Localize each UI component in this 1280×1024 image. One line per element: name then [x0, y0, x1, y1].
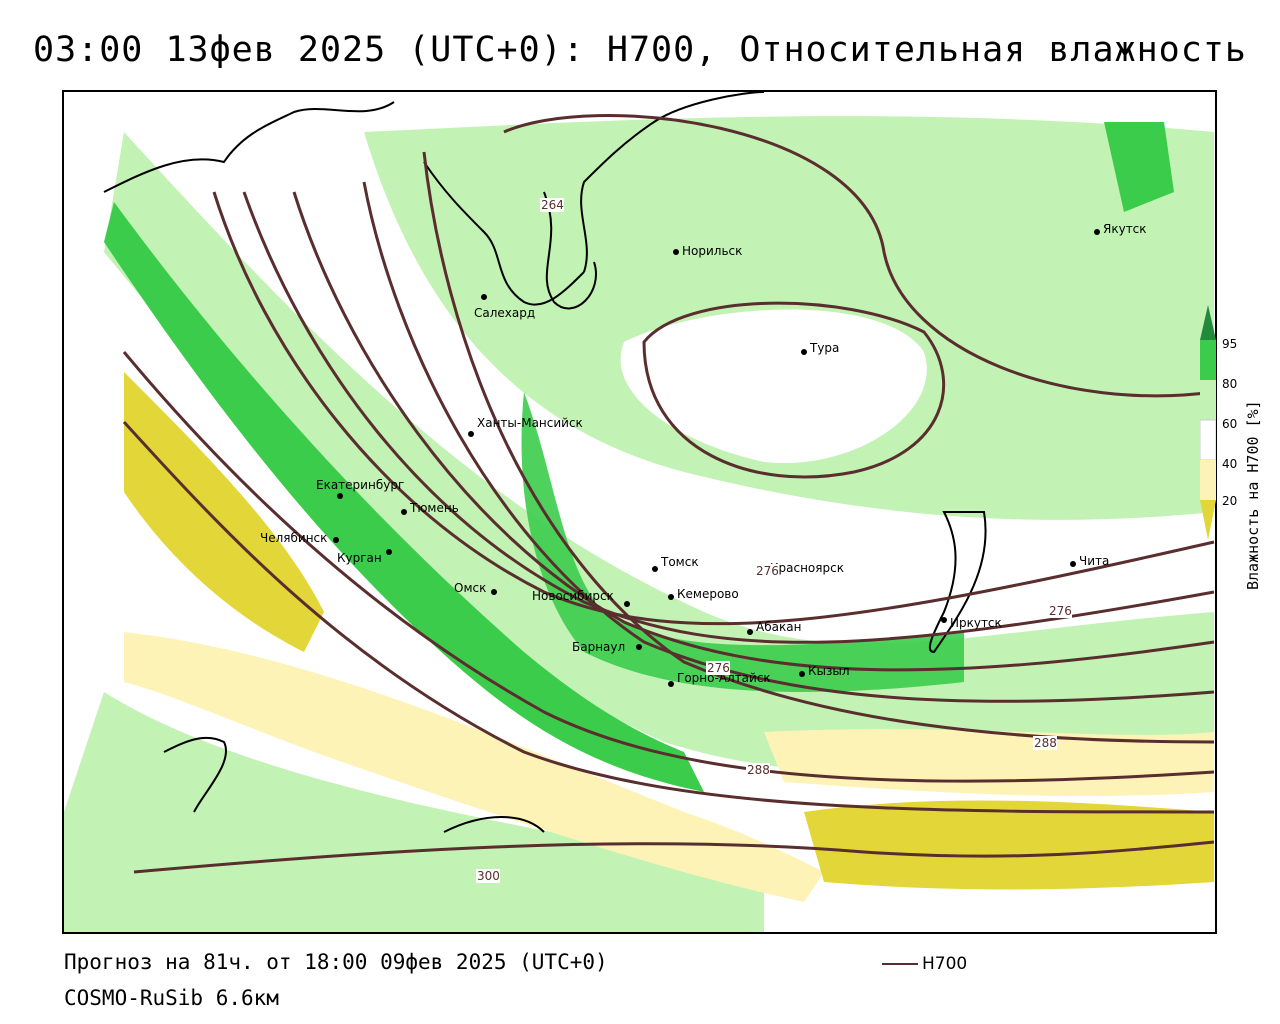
contour-key: H700: [882, 954, 967, 974]
svg-text:Норильск: Норильск: [682, 244, 742, 258]
map-title: 03:00 13фев 2025 (UTC+0): H700, Относите…: [33, 30, 1247, 70]
svg-text:288: 288: [1034, 736, 1057, 750]
city-kemerovo: Кемерово: [668, 587, 739, 601]
city-yekaterinburg: Екатеринбург: [316, 478, 404, 499]
city-salekhard: Салехард: [474, 294, 535, 320]
svg-text:Салехард: Салехард: [474, 306, 535, 320]
forecast-info: Прогноз на 81ч. от 18:00 09фев 2025 (UTC…: [64, 950, 608, 974]
svg-text:Якутск: Якутск: [1103, 222, 1147, 236]
city-khanty-mansiysk: Ханты-Мансийск: [468, 416, 583, 437]
svg-text:264: 264: [541, 198, 564, 212]
city-abakan: Абакан: [747, 620, 801, 635]
svg-text:276: 276: [1049, 604, 1072, 618]
svg-text:Тура: Тура: [809, 341, 839, 355]
legend-tick-40: 40: [1222, 457, 1238, 471]
city-novosibirsk: Новосибирск: [532, 589, 630, 607]
svg-text:Чита: Чита: [1079, 554, 1109, 568]
city-yakutsk: Якутск: [1094, 222, 1147, 236]
city-kurgan: Курган: [337, 549, 392, 565]
map-panel: Якутск Норильск Салехард Тура Ханты-Манс…: [62, 90, 1217, 934]
svg-text:Тюмень: Тюмень: [409, 501, 459, 515]
svg-text:276: 276: [707, 661, 730, 675]
svg-text:Томск: Томск: [660, 555, 699, 569]
city-chelyabinsk: Челябинск: [260, 531, 339, 545]
city-gorno-altaysk: Горно-Алтайск: [668, 671, 771, 687]
h700-contours: [122, 114, 1215, 874]
city-barnaul: Барнаул: [572, 640, 642, 654]
legend-tick-60: 60: [1222, 417, 1238, 431]
city-tyumen: Тюмень: [401, 501, 459, 515]
svg-text:Омск: Омск: [454, 581, 486, 595]
coastlines: [103, 92, 987, 833]
map-canvas: Якутск Норильск Салехард Тура Ханты-Манс…: [64, 92, 1215, 932]
model-name: COSMO-RuSib 6.6км: [64, 986, 279, 1010]
contour-labels: 264 276 276 276 288 288 300: [476, 198, 1072, 883]
humidity-color-scale: [1199, 305, 1217, 545]
svg-text:276: 276: [756, 564, 779, 578]
city-kyzyl: Кызыл: [799, 664, 850, 678]
svg-text:Барнаул: Барнаул: [572, 640, 625, 654]
svg-text:Абакан: Абакан: [756, 620, 801, 634]
city-irkutsk: Иркутск: [941, 616, 1002, 630]
contour-key-line: [882, 963, 918, 965]
city-chita: Чита: [1070, 554, 1109, 568]
svg-text:Горно-Алтайск: Горно-Алтайск: [677, 671, 771, 685]
city-tura: Тура: [801, 341, 839, 355]
city-norilsk: Норильск: [673, 244, 742, 258]
cities: Якутск Норильск Салехард Тура Ханты-Манс…: [260, 222, 1147, 687]
legend-tick-80: 80: [1222, 377, 1238, 391]
legend-tick-95: 95: [1222, 337, 1238, 351]
svg-text:Новосибирск: Новосибирск: [532, 589, 614, 603]
svg-text:Екатеринбург: Екатеринбург: [316, 478, 404, 492]
city-omsk: Омск: [454, 581, 497, 595]
svg-text:Красноярск: Красноярск: [770, 561, 844, 575]
humidity-field: [64, 92, 1215, 932]
svg-text:300: 300: [477, 869, 500, 883]
svg-text:Кемерово: Кемерово: [677, 587, 739, 601]
svg-text:Ханты-Мансийск: Ханты-Мансийск: [477, 416, 583, 430]
contour-key-label: H700: [922, 954, 968, 974]
svg-text:Курган: Курган: [337, 551, 382, 565]
svg-text:Челябинск: Челябинск: [260, 531, 327, 545]
legend-title: Влажность на H700 [%]: [1244, 400, 1262, 590]
svg-text:288: 288: [747, 763, 770, 777]
svg-text:Иркутск: Иркутск: [950, 616, 1002, 630]
svg-text:Кызыл: Кызыл: [808, 664, 850, 678]
legend-tick-20: 20: [1222, 494, 1238, 508]
city-tomsk: Томск: [652, 555, 699, 572]
